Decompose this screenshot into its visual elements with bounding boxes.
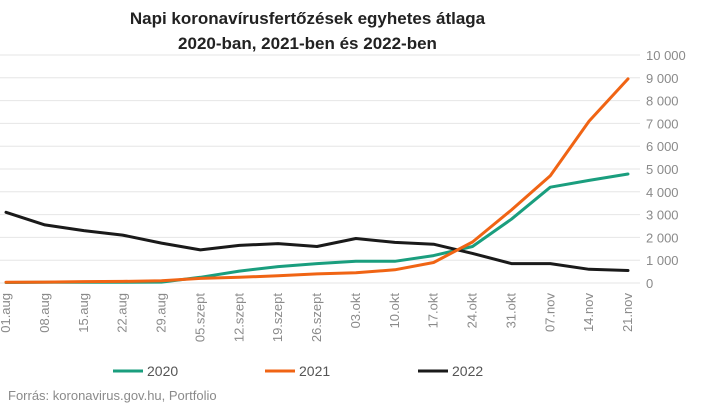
x-tick-label: 26.szept (309, 293, 324, 343)
series-lines (4, 77, 630, 284)
x-tick-label: 03.okt (348, 293, 363, 329)
x-tick-label: 05.szept (192, 293, 207, 343)
chart-title-line-2: 2020-ban, 2021-ben és 2022-ben (178, 34, 437, 53)
y-tick-label: 0 (646, 276, 653, 291)
x-tick-label: 15.aug (76, 293, 91, 333)
y-tick-label: 2 000 (646, 230, 679, 245)
y-tick-label: 9 000 (646, 71, 679, 86)
gridlines (0, 54, 640, 284)
x-tick-label: 17.okt (426, 293, 441, 329)
y-tick-label: 3 000 (646, 208, 679, 223)
x-axis: 01.aug 08.aug 15.aug 22.aug 29.aug 05.szept 12… (0, 293, 635, 343)
x-tick-label: 31.okt (503, 293, 518, 329)
y-tick-label: 4 000 (646, 185, 679, 200)
y-tick-label: 6 000 (646, 139, 679, 154)
y-tick-label: 8 000 (646, 94, 679, 109)
chart-title: Napi koronavírusfertőzések egyhetes átla… (0, 6, 615, 56)
x-tick-label: 21.nov (620, 293, 635, 333)
legend: 2020 2021 2022 (113, 363, 483, 379)
legend-label-2021: 2021 (299, 363, 330, 379)
x-tick-label: 08.aug (37, 293, 52, 333)
source-note: Forrás: koronavirus.gov.hu, Portfolio (8, 388, 217, 403)
x-tick-label: 29.aug (154, 293, 169, 333)
series-line-2022 (4, 210, 630, 272)
y-tick-label: 1 000 (646, 253, 679, 268)
series-line-2021 (4, 77, 630, 284)
x-tick-label: 14.nov (581, 293, 596, 333)
y-tick-label: 7 000 (646, 116, 679, 131)
x-tick-label: 19.szept (270, 293, 285, 343)
y-tick-label: 5 000 (646, 162, 679, 177)
y-axis: 0 1 000 2 000 3 000 4 000 5 000 6 000 7 000 8 00… (646, 48, 686, 291)
y-tick-label: 10 000 (646, 48, 686, 63)
legend-label-2020: 2020 (147, 363, 178, 379)
x-tick-label: 22.aug (115, 293, 130, 333)
x-tick-label: 24.okt (465, 293, 480, 329)
x-tick-label: 07.nov (542, 293, 557, 333)
x-tick-label: 01.aug (0, 293, 13, 333)
x-tick-label: 12.szept (231, 293, 246, 343)
legend-label-2022: 2022 (452, 363, 483, 379)
chart-title-line-1: Napi koronavírusfertőzések egyhetes átla… (129, 9, 486, 28)
x-tick-label: 10.okt (387, 293, 402, 329)
